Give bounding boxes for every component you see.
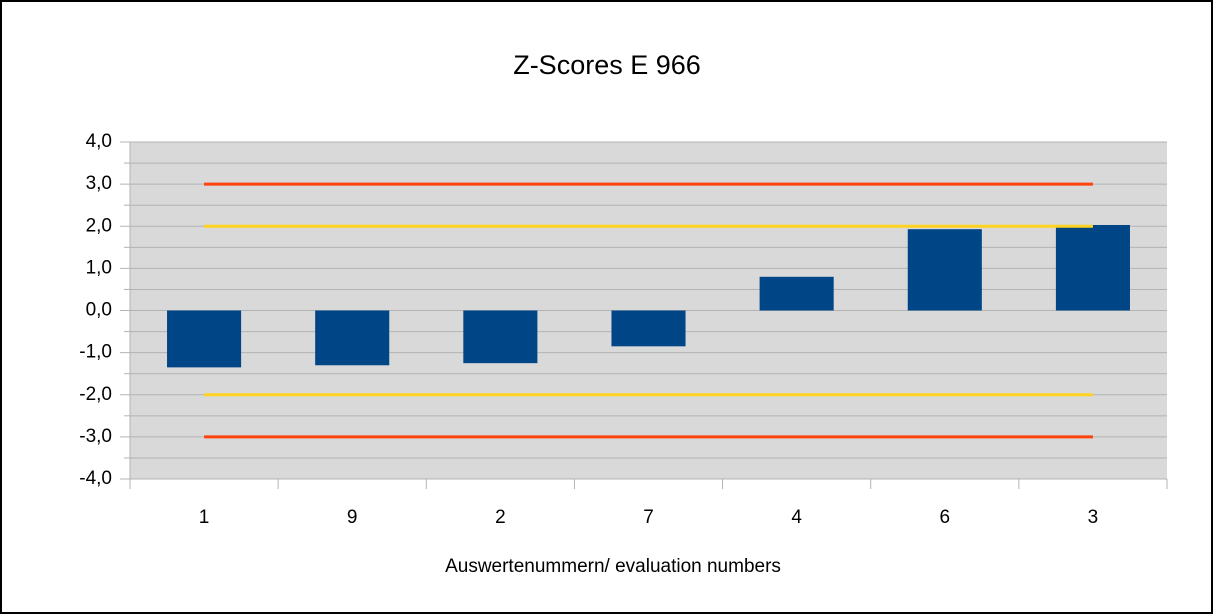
bar: [315, 310, 390, 366]
x-tick-label: 7: [643, 507, 654, 528]
chart-title: Z-Scores E 966: [513, 50, 701, 80]
bar: [907, 229, 982, 311]
y-tick-label: -2,0: [79, 384, 112, 405]
x-tick-label: 1: [199, 507, 210, 528]
x-tick-label: 3: [1088, 507, 1099, 528]
bar: [759, 276, 834, 311]
x-tick-label: 2: [495, 507, 506, 528]
x-axis-label: Auswertenummern/ evaluation numbers: [445, 556, 781, 577]
bar: [167, 310, 242, 368]
bar: [463, 310, 538, 364]
y-tick-label: -4,0: [79, 468, 112, 489]
bar: [611, 310, 686, 347]
x-tick-label: 6: [939, 507, 950, 528]
y-tick-label: 1,0: [86, 257, 112, 278]
x-tick-label: 9: [347, 507, 358, 528]
y-tick-label: 0,0: [86, 300, 112, 321]
bar: [1055, 224, 1130, 311]
y-tick-label: -3,0: [79, 426, 112, 447]
y-tick-label: 3,0: [86, 173, 112, 194]
y-tick-label: 4,0: [86, 131, 112, 152]
x-tick-label: 4: [791, 507, 802, 528]
y-tick-label: 2,0: [86, 215, 112, 236]
y-tick-label: -1,0: [79, 342, 112, 363]
